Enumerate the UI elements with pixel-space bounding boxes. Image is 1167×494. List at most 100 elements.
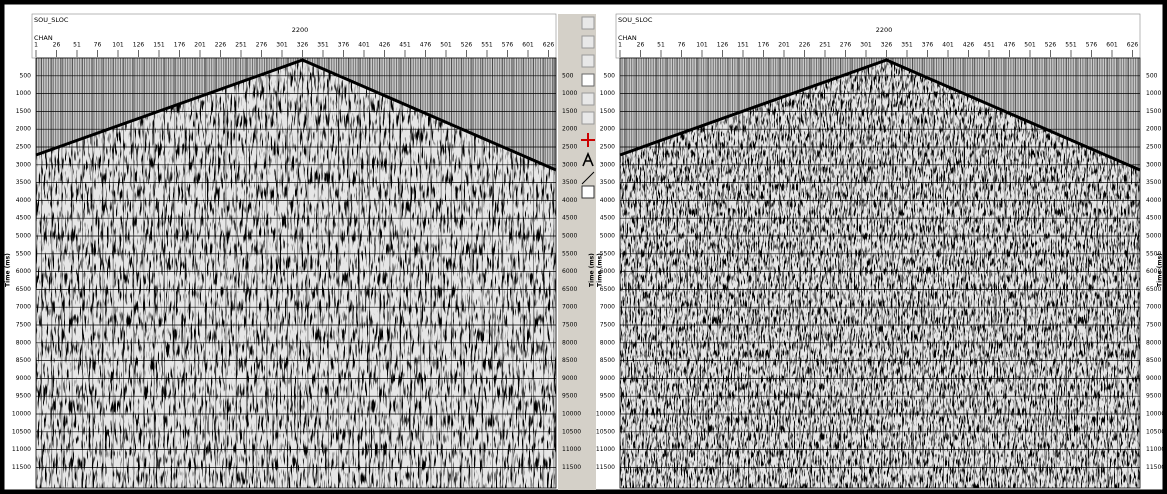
channel-tick-label: 376 [922,42,934,49]
time-tick-label: 7500 [16,322,31,329]
time-tick-label: 2500 [600,144,615,151]
time-tick-label: 9500 [1146,393,1161,400]
channel-tick-label: 126 [133,42,145,49]
time-tick-label: 8500 [562,357,577,364]
time-tick-label: 9000 [16,375,31,382]
channel-tick-label: 76 [94,42,102,49]
time-tick-label: 500 [1146,72,1158,79]
tool-button[interactable] [581,16,595,30]
channel-tick-label: 26 [53,42,61,49]
channel-tick-label: 201 [778,42,790,49]
time-tick-label: 1000 [562,90,577,97]
time-tick-label: 6500 [600,286,615,293]
time-tick-label: 5000 [600,233,615,240]
channel-tick-label: 276 [840,42,852,49]
time-axis-label: Time (ms) [597,253,604,287]
time-tick-label: 5500 [600,250,615,257]
channel-tick-label: 226 [215,42,227,49]
time-tick-label: 9000 [1146,375,1161,382]
time-tick-label: 8500 [1146,357,1161,364]
time-tick-label: 10000 [596,411,615,418]
time-tick-label: 3500 [562,179,577,186]
time-tick-label: 4000 [600,197,615,204]
time-tick-label: 9000 [600,375,615,382]
time-tick-label: 11000 [562,446,581,453]
time-tick-label: 8000 [16,339,31,346]
time-tick-label: 8500 [600,357,615,364]
time-tick-label: 10000 [12,411,31,418]
tool-button[interactable] [581,54,595,68]
time-tick-label: 1000 [600,90,615,97]
time-tick-label: 11500 [562,464,581,471]
time-tick-label: 3000 [16,161,31,168]
time-tick-label: 3500 [600,179,615,186]
channel-tick-label: 126 [717,42,729,49]
time-tick-label: 1000 [16,90,31,97]
time-tick-label: 7000 [562,304,577,311]
time-tick-label: 6500 [1146,286,1161,293]
channel-tick-label: 601 [522,42,534,49]
channel-tick-label: 601 [1106,42,1118,49]
channel-tick-label: 576 [1086,42,1098,49]
channel-tick-label: 326 [297,42,309,49]
text-tool-icon[interactable] [582,151,594,167]
time-tick-label: 4000 [1146,197,1161,204]
channel-tick-label: 1 [618,42,622,49]
time-tick-label: 9000 [562,375,577,382]
time-tick-label: 10500 [596,428,615,435]
channel-tick-label: 426 [963,42,975,49]
vertical-grid [620,58,1140,488]
time-tick-label: 10000 [1146,411,1165,418]
tool-button[interactable] [581,111,595,125]
time-tick-label: 6000 [16,268,31,275]
time-tick-label: 3500 [1146,179,1161,186]
channel-tick-label: 76 [678,42,686,49]
time-tick-label: 10500 [562,428,581,435]
time-tick-label: 6000 [600,268,615,275]
time-tick-label: 2500 [1146,144,1161,151]
panel-header [31,13,557,59]
tool-button[interactable] [581,73,595,87]
tool-button[interactable] [581,35,595,49]
data-frame [35,57,557,489]
time-tick-label: 4500 [562,215,577,222]
channel-tick-label: 101 [112,42,124,49]
time-tick-label: 5000 [16,233,31,240]
channel-label: CHAN [34,34,53,42]
time-tick-label: 11000 [596,446,615,453]
time-tick-label: 9500 [600,393,615,400]
time-tick-label: 1500 [16,108,31,115]
tool-button[interactable] [581,92,595,106]
time-tick-label: 3000 [1146,161,1161,168]
time-tick-label: 11500 [1146,464,1165,471]
channel-tick-label: 451 [399,42,411,49]
time-tick-label: 6000 [562,268,577,275]
time-axis-label: Time (ms) [1157,253,1164,287]
time-tick-label: 2500 [16,144,31,151]
time-tick-label: 7000 [1146,304,1161,311]
move-tool-icon[interactable] [581,133,595,147]
channel-tick-label: 51 [73,42,81,49]
channel-tick-label: 1 [34,42,38,49]
time-tick-label: 5000 [1146,233,1161,240]
time-tick-label: 4500 [600,215,615,222]
time-tick-label: 4000 [562,197,577,204]
channel-tick-label: 101 [696,42,708,49]
time-tick-label: 2000 [1146,126,1161,133]
line-tool-icon[interactable] [581,171,595,185]
channel-tick-label: 151 [737,42,749,49]
toolbar [558,14,596,490]
channel-tick-label: 551 [1065,42,1077,49]
time-tick-label: 6500 [16,286,31,293]
channel-tick-label: 526 [461,42,473,49]
channel-tick-label: 401 [942,42,954,49]
time-tick-label: 3500 [16,179,31,186]
time-tick-label: 10500 [1146,428,1165,435]
time-tick-label: 3000 [600,161,615,168]
box-tool-icon[interactable] [581,185,595,199]
header-key: SOU_SLOC [34,16,69,24]
time-tick-label: 10500 [12,428,31,435]
time-tick-label: 8000 [562,339,577,346]
